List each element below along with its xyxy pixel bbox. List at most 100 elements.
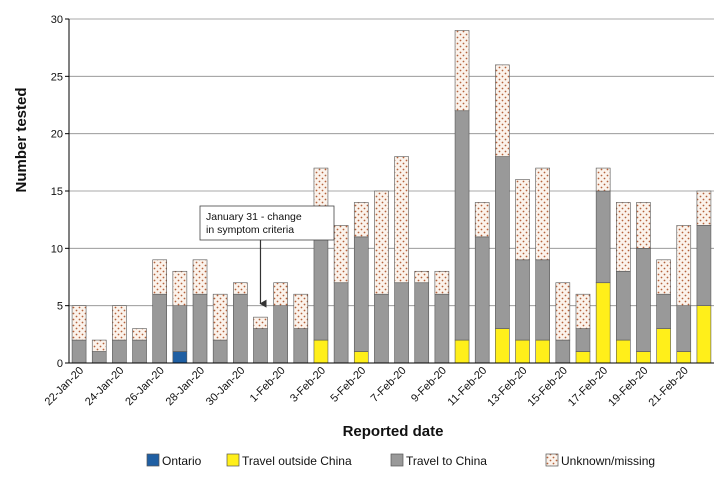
bar-segment (152, 293, 168, 364)
bar-segment (535, 167, 550, 261)
bar-segment (233, 282, 248, 295)
bar-segment (454, 30, 470, 112)
x-tick-label: 7-Feb-20 (369, 365, 409, 405)
annotation-line: January 31 - change (206, 211, 302, 223)
x-tick-label: 28-Jan-20 (164, 365, 208, 409)
bar-segment (636, 248, 651, 352)
bar-segment (615, 270, 631, 341)
bar-segment (253, 316, 268, 329)
y-tick-label: 25 (51, 71, 63, 83)
y-tick-label: 30 (51, 14, 63, 26)
bar-segment (676, 305, 692, 352)
bar-segment (172, 351, 188, 364)
bar-segment (394, 282, 409, 364)
bar-segment (132, 339, 147, 364)
bar-segment (192, 259, 208, 295)
bar-segment (353, 351, 369, 364)
bar-segment (374, 293, 389, 364)
bar-segment (112, 339, 127, 364)
x-tick-label: 17-Feb-20 (566, 365, 610, 409)
bar-segment (575, 293, 591, 329)
bar-segment (414, 270, 430, 284)
bar-segment (636, 202, 651, 249)
bar-segment (434, 270, 450, 295)
annotation-box (199, 205, 335, 241)
annotation-line: in symptom criteria (206, 224, 294, 236)
bar-segment (172, 305, 188, 352)
bar-segment (454, 110, 470, 341)
x-tick-label: 21-Feb-20 (647, 365, 691, 409)
y-tick-label: 15 (51, 186, 63, 198)
bar-segment (112, 305, 127, 341)
bar-segment (212, 339, 228, 364)
bar-segment (595, 190, 611, 284)
bar-segment (91, 339, 107, 352)
bar-segment (636, 351, 651, 364)
bar-segment (696, 190, 712, 226)
x-tick-label: 9-Feb-20 (409, 365, 449, 405)
bar-segment (212, 293, 228, 341)
bar-segment (615, 339, 631, 364)
bar-segment (555, 339, 571, 364)
x-tick-label: 5-Feb-20 (328, 365, 368, 405)
bar-segment (333, 225, 349, 284)
bar-segment (495, 328, 510, 364)
bar-segment (353, 202, 369, 238)
x-tick-label: 26-Jan-20 (123, 365, 167, 409)
x-tick-label: 15-Feb-20 (526, 365, 570, 409)
bar-segment (696, 305, 712, 364)
bar-segment (414, 282, 430, 364)
y-tick-labels: 0 5 10 15 20 25 30 (51, 14, 63, 370)
x-tick-label: 30-Jan-20 (204, 365, 248, 409)
y-tick-label: 10 (51, 243, 63, 255)
bar-segment (676, 225, 692, 306)
bar-segment (394, 156, 409, 284)
y-tick-label: 5 (57, 301, 63, 313)
legend: Ontario Travel outside China Travel to Chi… (146, 453, 655, 468)
bar-segment (71, 305, 87, 341)
bar-segment (495, 64, 510, 157)
legend-swatch (545, 453, 559, 467)
bar-segment (656, 259, 671, 295)
bar-segment (676, 351, 692, 364)
bar-segment (293, 293, 309, 329)
bar-segment (515, 339, 530, 364)
bar-segment (454, 339, 470, 364)
bar-segment (233, 293, 248, 364)
legend-label: Travel to China (406, 454, 487, 468)
bar-segment (696, 225, 712, 306)
bars (71, 30, 712, 364)
x-axis-title: Reported date (343, 423, 444, 440)
x-tick-label: 3-Feb-20 (288, 365, 328, 405)
bar-segment (595, 167, 611, 192)
bar-segment (152, 259, 168, 295)
bar-segment (615, 202, 631, 272)
bar-segment (575, 351, 591, 364)
bar-segment (656, 293, 671, 329)
bar-segment (273, 305, 288, 364)
bar-segment (474, 202, 490, 238)
bar-segment (474, 236, 490, 364)
x-tick-label: 11-Feb-20 (446, 365, 490, 409)
bar-segment (575, 328, 591, 352)
x-tick-label: 1-Feb-20 (248, 365, 288, 405)
x-tick-labels: 22-Jan-2024-Jan-2026-Jan-2028-Jan-2030-J… (43, 365, 691, 409)
bar-segment (132, 328, 147, 341)
bar-segment (535, 339, 550, 364)
bar-segment (91, 351, 107, 364)
x-tick-label: 13-Feb-20 (485, 365, 529, 409)
bar-segment (656, 328, 671, 364)
bar-segment (555, 282, 571, 341)
bar-segment (71, 339, 87, 364)
bar-segment (515, 179, 530, 261)
y-axis-title: Number tested (13, 87, 30, 192)
bar-segment (313, 339, 329, 364)
legend-swatch (226, 453, 240, 467)
bar-segment (333, 282, 349, 364)
bar-segment (273, 282, 288, 306)
legend-label: Ontario (162, 454, 202, 468)
bar-segment (192, 293, 208, 364)
legend-label: Unknown/missing (561, 454, 655, 468)
